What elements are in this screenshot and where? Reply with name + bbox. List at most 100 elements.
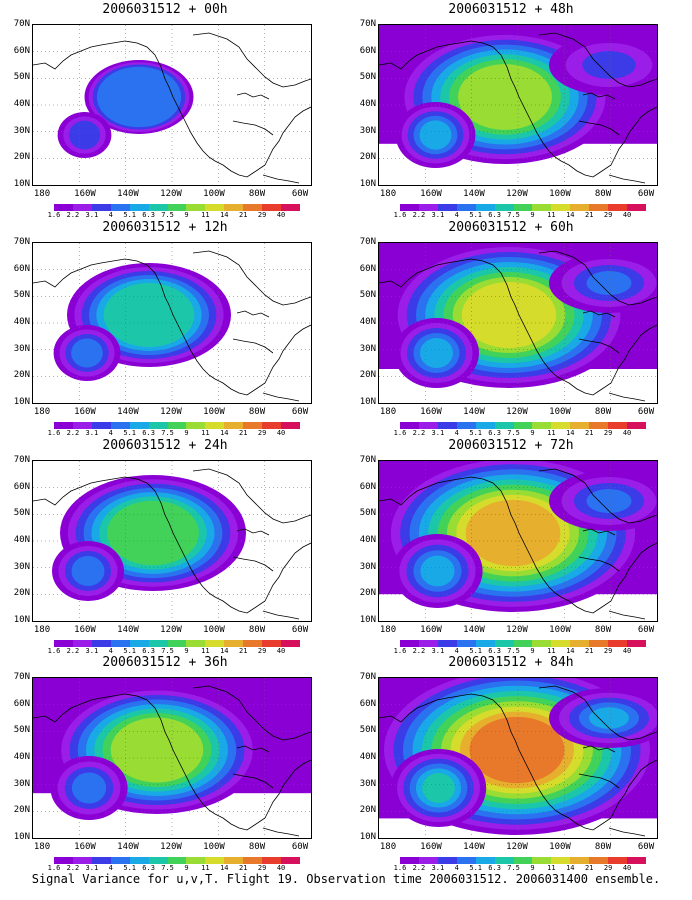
colorbar-swatch (532, 857, 552, 864)
colorbar-label: 40 (622, 647, 632, 655)
colorbar-label: 2.2 (412, 429, 426, 437)
colorbar-label: 3.1 (431, 211, 445, 219)
colorbar-label: 29 (603, 211, 613, 219)
colorbar-swatch (243, 640, 263, 647)
map-area (378, 677, 658, 839)
colorbar (400, 422, 646, 429)
longitude-label: 140W (117, 625, 139, 635)
colorbar-swatch (148, 640, 168, 647)
colorbar-swatch (456, 422, 476, 429)
colorbar-label: 5.1 (469, 647, 483, 655)
forecast-map-panel: 2006031512 + 72h 70N 60N 50N 40N 30N 20N 10N 180… (346, 438, 676, 655)
variance-contour (110, 717, 204, 783)
colorbar-swatch (129, 422, 149, 429)
longitude-label: 180 (33, 407, 51, 417)
colorbar-label: 6.3 (142, 864, 155, 872)
colorbar-swatch (110, 857, 130, 864)
longitude-label: 80W (594, 842, 612, 852)
coastline (232, 338, 274, 354)
colorbar-swatch (551, 640, 571, 647)
colorbar-swatch (551, 204, 571, 211)
longitude-label: 100W (549, 407, 571, 417)
variance-contour (586, 271, 632, 295)
colorbar-label: 6.3 (142, 211, 155, 219)
colorbar (400, 640, 646, 647)
latitude-label: 30N (359, 778, 376, 789)
colorbar-swatch (167, 422, 187, 429)
colorbar-label: 1.6 (47, 429, 61, 437)
map-area (378, 24, 658, 186)
colorbar-label: 29 (603, 647, 613, 655)
coastline (582, 528, 616, 536)
forecast-map-panel: 2006031512 + 00h 70N 60N 50N 40N 30N 20N 10N 180… (0, 2, 330, 219)
colorbar-label: 21 (585, 647, 594, 655)
colorbar-swatch (148, 422, 168, 429)
colorbar-swatch (243, 204, 263, 211)
coastline (582, 745, 616, 753)
latitude-label: 50N (359, 725, 376, 736)
forecast-map-panel: 2006031512 + 12h 70N 60N 50N 40N 30N 20N 10N 180… (0, 220, 330, 437)
coastline (538, 250, 657, 306)
colorbar-swatch (418, 422, 438, 429)
longitude-label: 100W (203, 407, 225, 417)
coastline (258, 542, 311, 606)
colorbar-swatch (205, 857, 225, 864)
variance-contour (586, 489, 632, 513)
longitude-label: 160W (74, 189, 96, 199)
colorbar-label: 21 (239, 864, 248, 872)
colorbar-label: 14 (566, 864, 575, 872)
colorbar-swatch (72, 857, 92, 864)
latitude-label: 70N (13, 455, 30, 465)
coastline (608, 174, 646, 184)
colorbar-label: 29 (257, 211, 267, 219)
latitude-label: 60N (359, 45, 376, 56)
longitude-label: 140W (117, 189, 139, 199)
longitude-label: 60W (637, 407, 655, 417)
latitude-label: 30N (13, 561, 30, 572)
map-area (378, 460, 658, 622)
colorbar-label: 40 (276, 211, 286, 219)
colorbar-labels: 1.6 2.2 3.1 4 5.1 6.3 7.5 9 11 14 21 29 40 (394, 211, 646, 219)
colorbar-swatch (243, 422, 263, 429)
variance-contour (71, 556, 105, 586)
variance-map (33, 25, 311, 185)
coastline (236, 92, 270, 100)
colorbar-label: 1.6 (393, 211, 407, 219)
longitude-label: 140W (463, 842, 485, 852)
longitude-label: 160W (420, 842, 442, 852)
longitude-label: 60W (291, 189, 309, 199)
longitude-label: 180 (33, 189, 51, 199)
colorbar-label: 11 (547, 864, 556, 872)
colorbar-label: 29 (257, 429, 267, 437)
latitude-label: 50N (13, 290, 30, 301)
coastline (236, 745, 270, 753)
colorbar-swatch (627, 640, 646, 647)
colorbar-swatch (281, 422, 300, 429)
colorbar-swatch (129, 857, 149, 864)
coastline (232, 556, 274, 572)
variance-contour (71, 338, 103, 368)
latitude-label: 60N (359, 263, 376, 274)
variance-contour (589, 707, 629, 729)
longitude-label: 60W (637, 625, 655, 635)
coastline (379, 258, 556, 376)
colorbar-label: 5.1 (123, 211, 137, 219)
longitude-label: 60W (637, 842, 655, 852)
colorbar-label: 5.1 (123, 647, 137, 655)
longitude-label: 140W (463, 189, 485, 199)
colorbar-label: 40 (622, 429, 632, 437)
colorbar-label: 2.2 (412, 864, 426, 872)
variance-map (33, 243, 311, 403)
colorbar-label: 2.2 (66, 429, 80, 437)
colorbar-label: 7.5 (507, 429, 520, 437)
longitude-label: 120W (160, 842, 182, 852)
colorbar-swatch (281, 857, 300, 864)
coastline (578, 556, 620, 572)
colorbar-swatch (456, 204, 476, 211)
colorbar-label: 4 (108, 429, 113, 437)
longitude-label: 140W (117, 842, 139, 852)
colorbar-labels: 1.6 2.2 3.1 4 5.1 6.3 7.5 9 11 14 21 29 40 (48, 864, 300, 872)
colorbar (54, 857, 300, 864)
colorbar-label: 4 (108, 647, 113, 655)
longitude-label: 100W (549, 842, 571, 852)
